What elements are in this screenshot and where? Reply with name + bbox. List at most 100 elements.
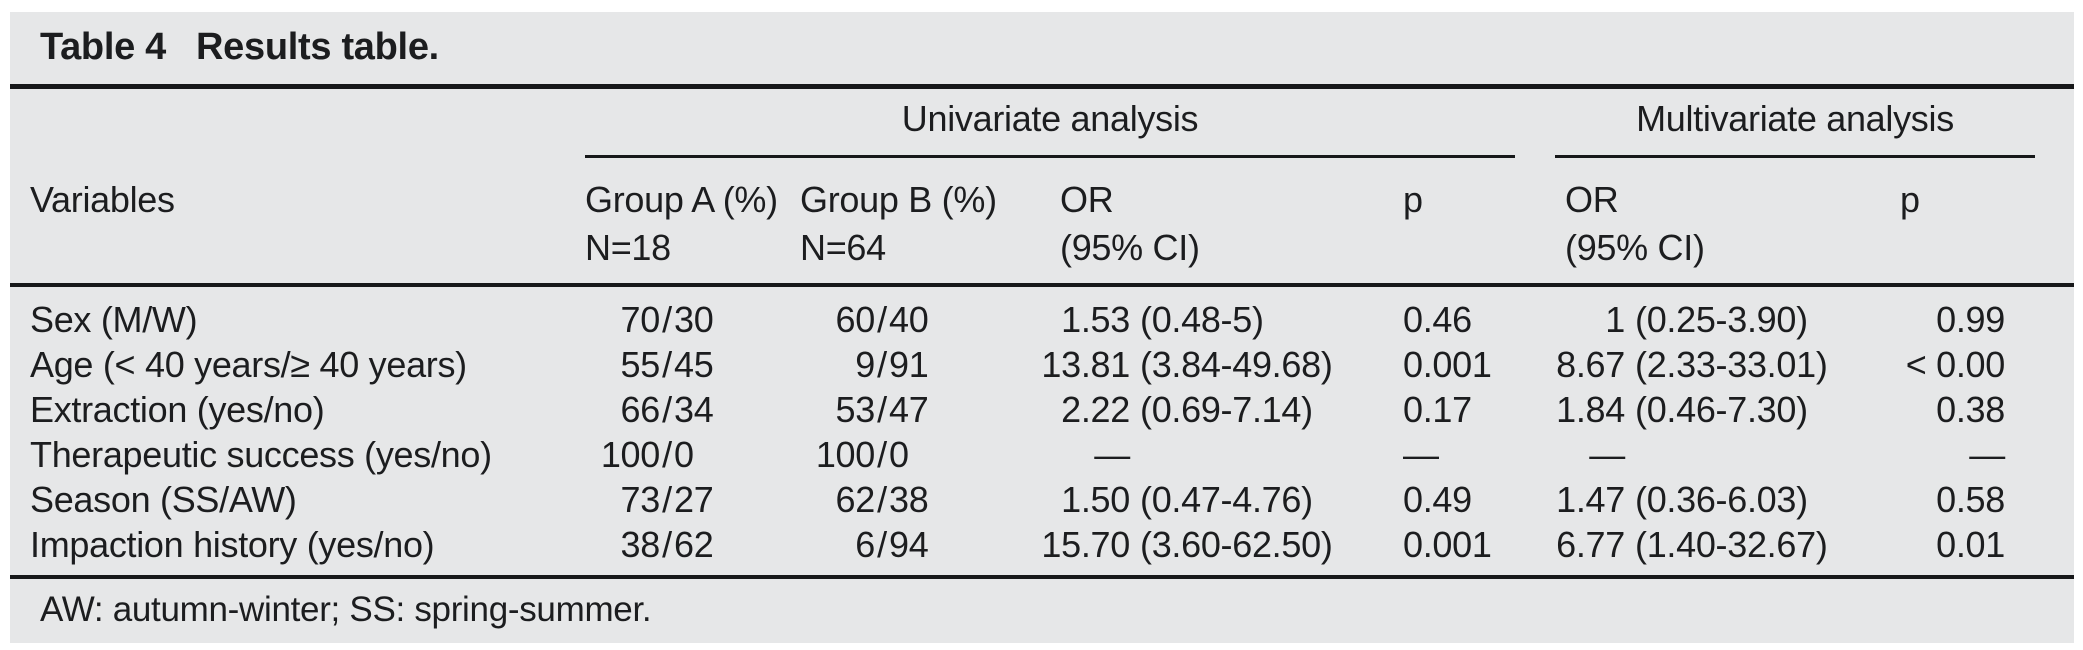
multivariate-ci-value: (0.36-6.03) <box>1635 479 1808 520</box>
cell-group-b: 62/38 <box>800 477 1025 522</box>
results-table-panel: Table 4 Results table. Univariate analysi… <box>10 12 2074 643</box>
univariate-or-value: 1.53 <box>1061 299 1130 340</box>
cell-univariate-or: 15.70 (3.60-62.50) <box>1025 522 1365 567</box>
cell-univariate-or: 2.22 (0.69-7.14) <box>1025 387 1365 432</box>
spacer <box>1515 342 1555 387</box>
cell-univariate-p: 0.49 <box>1403 479 1472 520</box>
group-b-second-value: 38 <box>889 479 929 520</box>
group-b-first-value: 100 <box>815 434 875 475</box>
cell-group-b: 6/94 <box>800 522 1025 567</box>
univariate-or-value: 13.81 <box>1041 344 1130 385</box>
col-header-group-a-line2: N=18 <box>585 227 671 268</box>
multivariate-ci-value: (2.33-33.01) <box>1635 344 1828 385</box>
univariate-group-header: Univariate analysis <box>585 96 1515 158</box>
col-header-univariate-p: p <box>1403 179 1423 220</box>
col-header-multivariate-or: OR (95% CI) <box>1555 158 1875 280</box>
cell-group-b: 53/47 <box>800 387 1025 432</box>
body-footer-rule <box>10 575 2074 579</box>
cell-univariate-p: — <box>1403 434 1439 475</box>
group-a-first-value: 38 <box>620 524 661 565</box>
group-a-second-value: 34 <box>674 389 714 430</box>
col-header-or-line2: (95% CI) <box>1060 227 1200 268</box>
cell-multivariate-or: — <box>1555 432 1875 477</box>
slash-separator: / <box>662 434 672 475</box>
slash-separator: / <box>877 524 887 565</box>
group-b-second-value: 0 <box>889 434 909 475</box>
cell-univariate-p: 0.17 <box>1403 389 1472 430</box>
cell-multivariate-p: 0.99 <box>1936 299 2005 340</box>
group-b-first-value: 53 <box>835 389 876 430</box>
spacer <box>30 280 2035 297</box>
multivariate-ci-value: (0.25-3.90) <box>1635 299 1808 340</box>
cell-group-a: 70/30 <box>585 297 800 342</box>
multivariate-or-value: — <box>1589 434 1625 475</box>
col-header-multivariate-p: p <box>1900 179 1920 220</box>
slash-separator: / <box>662 479 672 520</box>
slash-separator: / <box>662 344 672 385</box>
slash-separator: / <box>662 299 672 340</box>
group-b-first-value: 62 <box>835 479 876 520</box>
col-header-group-b-line2: N=64 <box>800 227 886 268</box>
col-header-or-line1: OR <box>1060 179 1114 220</box>
univariate-or-value: 15.70 <box>1041 524 1130 565</box>
multivariate-ci-value: (1.40-32.67) <box>1635 524 1828 565</box>
cell-multivariate-or: 1.47 (0.36-6.03) <box>1555 477 1875 522</box>
cell-univariate-p: 0.001 <box>1403 524 1492 565</box>
slash-separator: / <box>877 389 887 430</box>
cell-multivariate-or: 8.67 (2.33-33.01) <box>1555 342 1875 387</box>
group-b-first-value: 6 <box>855 524 875 565</box>
group-b-second-value: 47 <box>889 389 929 430</box>
row-variable-label: Extraction (yes/no) <box>30 389 325 430</box>
univariate-ci-value: (3.60-62.50) <box>1140 524 1333 565</box>
cell-group-a: 66/34 <box>585 387 800 432</box>
group-a-first-value: 73 <box>620 479 661 520</box>
cell-univariate-p: 0.46 <box>1403 299 1472 340</box>
group-b-first-value: 9 <box>855 344 875 385</box>
univariate-ci-value: (3.84-49.68) <box>1140 344 1333 385</box>
table-caption: Results table. <box>196 26 439 68</box>
group-a-second-value: 45 <box>674 344 714 385</box>
table-title: Table 4 Results table. <box>40 26 439 69</box>
table-number: Table 4 <box>40 26 167 68</box>
cell-group-a: 55/45 <box>585 342 800 387</box>
cell-univariate-or: 1.50 (0.47-4.76) <box>1025 477 1365 522</box>
col-header-group-b: Group B (%) N=64 <box>800 158 1025 280</box>
cell-group-a: 100/0 <box>585 432 800 477</box>
results-table: Univariate analysis Multivariate analysi… <box>30 96 2045 567</box>
spacer <box>1515 96 1555 158</box>
group-b-second-value: 91 <box>889 344 929 385</box>
col-header-group-b-line1: Group B (%) <box>800 179 997 220</box>
cell-univariate-or: — <box>1025 432 1365 477</box>
spacer <box>1515 432 1555 477</box>
multivariate-ci-value: (0.46-7.30) <box>1635 389 1808 430</box>
cell-group-b: 100/0 <box>800 432 1025 477</box>
group-a-first-value: 55 <box>620 344 661 385</box>
spacer <box>1515 158 1555 280</box>
multivariate-or-value: 1.84 <box>1556 389 1625 430</box>
spacer <box>1515 387 1555 432</box>
group-b-second-value: 94 <box>889 524 929 565</box>
group-b-second-value: 40 <box>889 299 929 340</box>
cell-multivariate-p: < 0.00 <box>1905 344 2006 385</box>
group-a-first-value: 100 <box>600 434 660 475</box>
multivariate-or-value: 1.47 <box>1556 479 1625 520</box>
table-footnote: AW: autumn-winter; SS: spring-summer. <box>40 590 652 629</box>
univariate-or-value: — <box>1094 434 1130 475</box>
row-variable-label: Sex (M/W) <box>30 299 198 340</box>
col-header-group-a: Group A (%) N=18 <box>585 158 800 280</box>
top-rule <box>10 84 2074 89</box>
group-a-second-value: 27 <box>674 479 714 520</box>
spacer <box>30 96 585 158</box>
cell-multivariate-or: 1 (0.25-3.90) <box>1555 297 1875 342</box>
row-variable-label: Therapeutic success (yes/no) <box>30 434 492 475</box>
col-header-group-a-line1: Group A (%) <box>585 179 778 220</box>
cell-group-b: 60/40 <box>800 297 1025 342</box>
multivariate-or-value: 8.67 <box>1556 344 1625 385</box>
group-a-first-value: 70 <box>620 299 661 340</box>
cell-multivariate-p: 0.58 <box>1936 479 2005 520</box>
slash-separator: / <box>662 389 672 430</box>
slash-separator: / <box>877 344 887 385</box>
slash-separator: / <box>877 434 887 475</box>
cell-group-a: 73/27 <box>585 477 800 522</box>
cell-multivariate-p: — <box>1969 434 2005 475</box>
